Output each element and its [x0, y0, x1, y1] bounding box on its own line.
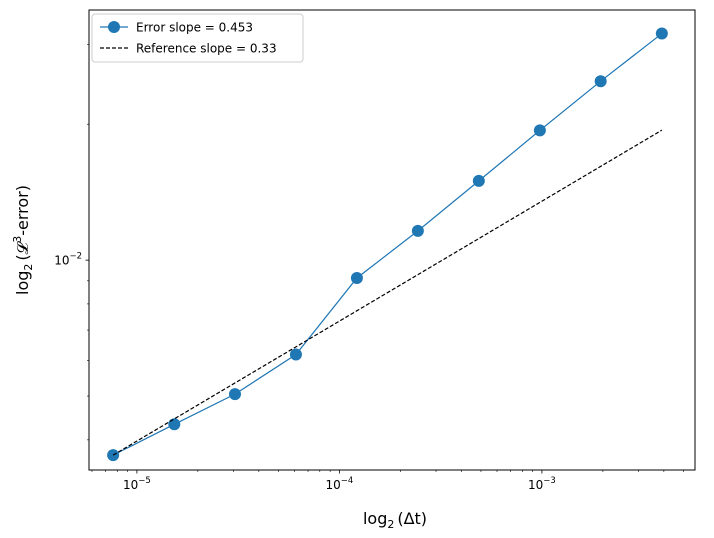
legend-error-label: Error slope = 0.453 [136, 21, 253, 35]
legend-box [91, 13, 304, 63]
x-tick-label: 10−5 [123, 476, 151, 492]
legend: Error slope = 0.453 Reference slope = 0.… [91, 13, 304, 63]
error-data-point [228, 388, 241, 401]
plot-frame [88, 9, 696, 471]
x-tick-label: 10−3 [528, 476, 556, 492]
legend-reference-label: Reference slope = 0.33 [136, 42, 277, 56]
error-data-point [472, 174, 485, 187]
error-data-point [350, 271, 363, 284]
legend-error-marker [108, 21, 120, 33]
y-axis-label: log2(𝓛3-error) [11, 185, 35, 295]
major-ticks: 10−5 10−4 10−3 10−2 [54, 252, 556, 492]
y-tick-label: 10−2 [54, 252, 82, 268]
error-data-point [411, 224, 424, 237]
error-data-point [107, 449, 120, 462]
reference-series-line [112, 129, 663, 456]
error-series-line [112, 33, 663, 456]
error-data-point [655, 27, 668, 40]
x-axis-label: log2 (Δt) [363, 509, 427, 531]
error-data-point [168, 418, 181, 431]
error-data-point [289, 348, 302, 361]
series-layer [107, 27, 668, 462]
x-tick-label: 10−4 [326, 476, 354, 492]
error-data-point [533, 124, 546, 137]
error-data-point [594, 75, 607, 88]
